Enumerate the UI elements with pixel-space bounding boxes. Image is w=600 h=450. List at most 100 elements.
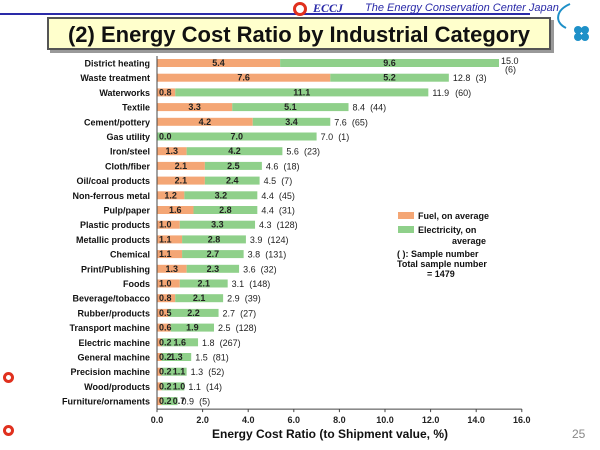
organization-name: The Energy Conservation Center Japan (365, 2, 559, 14)
fuel-value-label: 0.8 (159, 293, 172, 303)
total-value-label: 1.3 (191, 367, 204, 377)
header-rule (0, 13, 530, 15)
category-row: Electric machine 0.2 1.6 1.8 (267) (78, 337, 240, 348)
electricity-bar (193, 206, 258, 214)
x-tick-label: 4.0 (242, 415, 255, 425)
electricity-bar (186, 147, 283, 156)
fuel-value-label: 1.3 (166, 146, 179, 156)
category-label: Gas utility (106, 132, 150, 142)
sample-count-label: (39) (245, 294, 261, 304)
sample-count-label: (31) (279, 206, 295, 216)
category-row: Cloth/fiber 2.1 2.5 4.6 (18) (105, 161, 299, 172)
fuel-bar (157, 73, 331, 82)
fuel-bar (157, 250, 183, 259)
total-value-label: 3.9 (250, 235, 263, 245)
elec-value-label: 5.2 (383, 73, 396, 83)
category-row: Rubber/products 0.5 2.2 2.7 (27) (77, 308, 256, 319)
x-axis-title: Energy Cost Ratio (to Shipment value, %) (212, 427, 448, 441)
electricity-bar (179, 279, 228, 288)
eccj-logo-icon (293, 2, 307, 16)
fuel-bar (157, 382, 162, 391)
elec-value-label: 5.1 (284, 102, 297, 112)
category-label: Textile (122, 103, 150, 113)
total-value-label: 1.8 (202, 338, 215, 348)
electricity-bar (157, 132, 317, 141)
electricity-bar (204, 176, 260, 185)
electricity-bar (184, 191, 258, 200)
fuel-value-label: 1.0 (159, 220, 172, 230)
total-value-label: 4.4 (261, 206, 274, 216)
title-box: (2) Energy Cost Ratio by Industrial Cate… (47, 17, 551, 50)
fuel-bar (157, 264, 187, 273)
category-label: Precision machine (70, 367, 150, 377)
total-value-label: 11.9 (432, 88, 449, 98)
sample-count-label: (44) (370, 103, 386, 113)
x-tick-label: 8.0 (333, 415, 346, 425)
sample-count-label: (23) (304, 147, 320, 157)
category-row: Metallic products 1.1 2.8 3.9 (124) (76, 234, 289, 245)
category-label: Cloth/fiber (105, 161, 150, 171)
electricity-bar (182, 250, 244, 259)
elec-value-label: 2.7 (207, 249, 220, 259)
sample-count-label: (128) (236, 323, 257, 333)
fuel-bar (157, 161, 205, 170)
fuel-bar (157, 88, 176, 97)
x-tick-label: 16.0 (513, 415, 531, 425)
sample-count-label: (267) (220, 338, 241, 348)
fuel-value-label: 1.2 (164, 190, 177, 200)
elec-value-label: 9.6 (383, 58, 396, 68)
category-row: Beverage/tobacco 0.8 2.1 2.9 (39) (72, 293, 260, 304)
category-row: Waterworks 0.8 11.1 11.9 (60) (99, 87, 471, 98)
elec-value-label: 2.8 (208, 234, 221, 244)
sample-count-label: (5) (199, 397, 210, 407)
x-tick-label: 2.0 (196, 415, 209, 425)
x-tick-label: 14.0 (467, 415, 485, 425)
category-label: Transport machine (69, 323, 150, 333)
category-row: Transport machine 0.6 1.9 2.5 (128) (69, 323, 256, 334)
category-label: Non-ferrous metal (72, 191, 150, 201)
fuel-value-label: 1.3 (166, 264, 179, 274)
sample-count-label: (148) (249, 279, 270, 289)
fuel-bar (157, 367, 162, 376)
total-value-label: 3.6 (243, 264, 256, 274)
elec-value-label: 3.2 (215, 190, 228, 200)
category-row: Chemical 1.1 2.7 3.8 (131) (110, 249, 286, 260)
electricity-bar (252, 117, 331, 126)
total-value-label: 3.1 (232, 279, 245, 289)
elec-value-label: 1.9 (186, 323, 199, 333)
sample-count-label: (1) (338, 132, 349, 142)
decorative-mark-icon (3, 372, 14, 383)
electricity-bar (175, 88, 429, 97)
category-label: Plastic products (80, 220, 150, 230)
electricity-bar (182, 235, 246, 244)
category-row: Non-ferrous metal 1.2 3.2 4.4 (45) (72, 190, 294, 201)
legend-electricity-label: average (452, 236, 486, 246)
fuel-value-label: 0.2 (159, 352, 172, 362)
electricity-bar (186, 264, 240, 273)
category-row: Pulp/paper 1.6 2.8 4.4 (31) (103, 205, 294, 216)
fuel-bar (157, 308, 169, 317)
total-value-label: 0.9 (182, 397, 195, 407)
fuel-value-label: 0.0 (159, 132, 172, 142)
category-label: Furniture/ornaments (62, 397, 150, 407)
sample-count-label: (52) (208, 367, 224, 377)
total-value-label: 8.4 (353, 103, 366, 113)
category-label: District heating (84, 59, 150, 69)
fuel-bar (157, 220, 180, 229)
category-label: General machine (77, 353, 150, 363)
total-value-label: 7.0 (321, 132, 334, 142)
category-row: Precision machine 0.2 1.1 1.3 (52) (70, 367, 224, 378)
fuel-bar (157, 59, 281, 67)
electricity-bar (204, 161, 262, 170)
electricity-bar (330, 73, 449, 82)
sample-count-label: (124) (268, 235, 289, 245)
elec-value-label: 2.8 (219, 205, 232, 215)
elec-value-label: 2.1 (197, 279, 210, 289)
fuel-value-label: 0.2 (159, 396, 172, 406)
electricity-bar (232, 103, 349, 112)
elec-value-label: 2.5 (227, 161, 240, 171)
total-value-label: 2.9 (227, 294, 240, 304)
legend-note: Total sample number (397, 259, 487, 269)
elec-value-label: 3.4 (285, 117, 298, 127)
eccj-logo-text: ECCJ (313, 1, 344, 15)
